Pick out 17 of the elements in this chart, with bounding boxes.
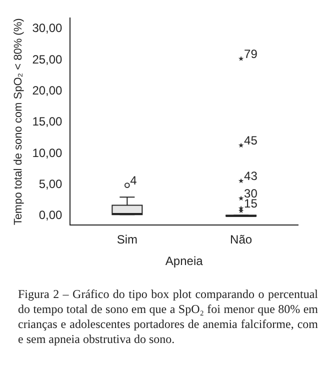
y-tick-label: 0,00 xyxy=(38,208,63,222)
y-tick-label: 15,00 xyxy=(32,114,63,129)
annotation: 15 xyxy=(244,196,258,211)
y-tick-label: 10,00 xyxy=(32,146,63,160)
annotation: 79 xyxy=(244,47,258,62)
annotation: 45 xyxy=(244,134,258,148)
y-tick-label: 5,00 xyxy=(38,176,63,191)
y-tick-label: 30,00 xyxy=(32,21,63,36)
y-tick-label: 20,00 xyxy=(32,83,63,98)
annotation: 43 xyxy=(244,169,258,184)
x-tick-label: Sim xyxy=(116,232,138,247)
annotation: 4 xyxy=(130,174,138,188)
text: Figura 2 – Gráfico do tipo box plot comparando o percentual do tempo total de sono em que a SpO₂ foi menor que 80% em crianças e adolescentes portadores de anemia falciforme, com e sem apneia obstrutiva do sono. xyxy=(18,287,318,347)
x-axis-title: Apneia xyxy=(165,254,204,268)
y-tick-label: 25,00 xyxy=(32,52,63,66)
x-tick-label: Não xyxy=(230,232,252,247)
y-axis-title: Tempo total de sono com SpO₂ < 80% (%) xyxy=(12,18,25,226)
